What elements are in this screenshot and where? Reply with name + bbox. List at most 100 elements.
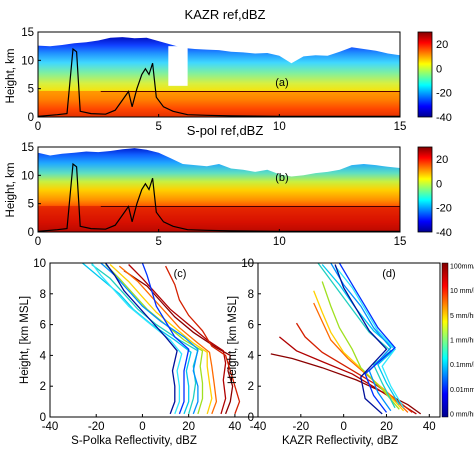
kazr-frame (37, 31, 401, 118)
spol-profiles-xtick-label: 40 (228, 421, 241, 433)
kazr-profiles-profile-line (321, 281, 400, 410)
kazr-profiles-profile-line (330, 263, 392, 412)
spol-heatmap (38, 147, 400, 232)
kazr-profiles-ytick-label: 0 (248, 412, 254, 424)
spol-ticks: 0 5 10 15 0 5 10 15 (21, 142, 406, 248)
kazr-ytick-label: 5 (28, 84, 34, 96)
kazr-bright-band (38, 90, 400, 117)
spol-profiles-ytick-label: 0 (40, 412, 46, 424)
rain-rate-colorbar-label: 5 mm/hr (450, 313, 474, 320)
kazr-xtick-label: 10 (273, 121, 286, 133)
spol-colorbar-tick-label: 0 (436, 178, 442, 190)
rain-rate-colorbar-label: 10 mm/hr (450, 288, 474, 295)
kazr-ytick-label: 15 (21, 27, 34, 39)
kazr-colorbar-ticks: 20 0 -20 -40 (436, 39, 452, 124)
spol-profiles-profile-line (91, 263, 199, 415)
kazr-profiles-profile-line (313, 302, 409, 413)
spol-profiles-lines (81, 263, 241, 415)
rain-rate-colorbar-label: 0.01mm/hr (450, 387, 474, 394)
spol-ytick-label: 5 (28, 199, 34, 211)
kazr-profiles-bg (258, 263, 440, 417)
kazr-profiles-xtick-label: 20 (380, 421, 393, 433)
spol-ytick-label: 10 (21, 170, 34, 182)
rain-rate-colorbar (441, 262, 449, 418)
spol-profiles-profile-line (109, 264, 213, 415)
spol-profiles-ticks: -40 -20 0 20 40 0 2 4 6 8 10 (33, 258, 241, 433)
kazr-profiles-ytick-label: 8 (248, 289, 254, 301)
spol-annotation: (b) (275, 172, 288, 184)
kazr-profiles-profile-line (334, 265, 405, 409)
spol-profiles-bg (50, 263, 258, 417)
kazr-profiles-ylabel: Height, [km MSL] (227, 296, 239, 384)
kazr-ytick-label: 0 (28, 112, 34, 124)
spol-profiles-profile-line (141, 263, 190, 415)
spol-colorbar-tick-label: 20 (436, 154, 448, 166)
spol-title: S-pol ref,dBZ (187, 123, 264, 138)
kazr-profiles-ytick-label: 2 (248, 381, 254, 393)
spol-profiles-profile-line (104, 263, 178, 415)
spol-profiles-xtick-label: -20 (88, 421, 105, 433)
kazr-colorbar (417, 31, 433, 118)
kazr-xtick-label: 15 (394, 121, 407, 133)
kazr-colorbar-tick-label: -20 (436, 88, 452, 100)
kazr-profiles-profile-line (334, 264, 388, 415)
kazr-title: KAZR ref,dBZ (185, 7, 266, 22)
spol-profiles-xtick-label: 20 (182, 421, 195, 433)
rain-rate-colorbar-label: 0 mm/hr (450, 412, 474, 419)
spol-profiles-ytick-label: 6 (40, 320, 46, 332)
spol-profiles-xtick-label: 0 (139, 421, 145, 433)
spol-profiles-xtick-label: -40 (42, 421, 59, 433)
rain-rate-colorbar-label: 1 mm/hr (450, 338, 474, 345)
spol-ytick-label: 0 (28, 227, 34, 239)
spol-profiles-profile-line (123, 270, 234, 415)
spol-profiles-ytick-label: 10 (33, 258, 46, 270)
spol-profiles-profile-line (118, 265, 218, 415)
kazr-profiles-xtick-label: 0 (340, 421, 346, 433)
kazr-ytick-label: 10 (21, 55, 34, 67)
spol-xtick-label: 5 (155, 236, 161, 248)
spol-xtick-label: 15 (394, 236, 407, 248)
kazr-colorbar-tick-label: -40 (436, 112, 452, 124)
kazr-profiles-xtick-label: 40 (423, 421, 436, 433)
kazr-xtick-label: 0 (35, 121, 41, 133)
kazr-profiles-ticks: -40 -20 0 20 40 0 2 4 6 8 10 (241, 258, 435, 433)
spol-profiles-profile-line (165, 265, 241, 415)
spol-profiles-ytick-label: 8 (40, 289, 46, 301)
spol-profiles-annotation: (c) (174, 268, 187, 280)
spol-panel: S-pol ref,dBZ Height, km (b) 0 5 10 15 0 5 10 1… (5, 123, 452, 248)
spol-profiles-ylabel: Height, [km MSL] (19, 296, 31, 384)
kazr-profiles-ytick-label: 10 (241, 258, 254, 270)
spol-profiles-ytick-label: 2 (40, 381, 46, 393)
kazr-profiles-xtick-label: -20 (293, 421, 310, 433)
kazr-profiles-frame (257, 262, 441, 418)
spol-profiles-ytick-label: 4 (40, 350, 47, 362)
spol-bright-band (38, 205, 400, 232)
spol-colorbar (417, 146, 433, 233)
spol-xtick-label: 10 (273, 236, 286, 248)
kazr-colorbar-tick-label: 0 (436, 63, 442, 75)
spol-profiles-profile-line (91, 263, 183, 415)
kazr-panel: KAZR ref,dBZ Height, km (a) 0 5 10 15 0 5 10 15… (5, 7, 452, 133)
kazr-profiles-panel: -40 -20 0 20 40 0 2 4 6 8 10 Height, [km MSL] KAZR… (227, 258, 474, 447)
kazr-profiles-profile-line (270, 353, 422, 415)
kazr-profiles-ytick-label: 6 (248, 320, 254, 332)
kazr-annotation: (a) (275, 77, 288, 89)
kazr-profiles-profile-line (338, 263, 396, 413)
kazr-ticks: 0 5 10 15 0 5 10 15 (21, 27, 406, 133)
rain-rate-colorbar-label: 100mm/hr (450, 264, 474, 271)
spol-colorbar-ticks: 20 0 -20 -40 (436, 154, 452, 239)
kazr-rain-trace (38, 47, 400, 117)
spol-colorbar-tick-label: -20 (436, 203, 452, 215)
kazr-profiles-xtick-label: -40 (250, 421, 267, 433)
kazr-heatmap (38, 32, 400, 117)
spol-profiles-profile-line (100, 263, 199, 415)
kazr-profiles-annotation: (d) (382, 268, 395, 280)
spol-xtick-label: 0 (35, 236, 41, 248)
spol-profiles-xlabel: S-Polka Reflectivity, dBZ (71, 435, 197, 447)
spol-frame (37, 146, 401, 233)
spol-rain-trace (38, 162, 400, 232)
rain-rate-colorbar-label: 0.1mm/hr (450, 362, 474, 369)
spol-ylabel: Height, km (5, 163, 17, 218)
